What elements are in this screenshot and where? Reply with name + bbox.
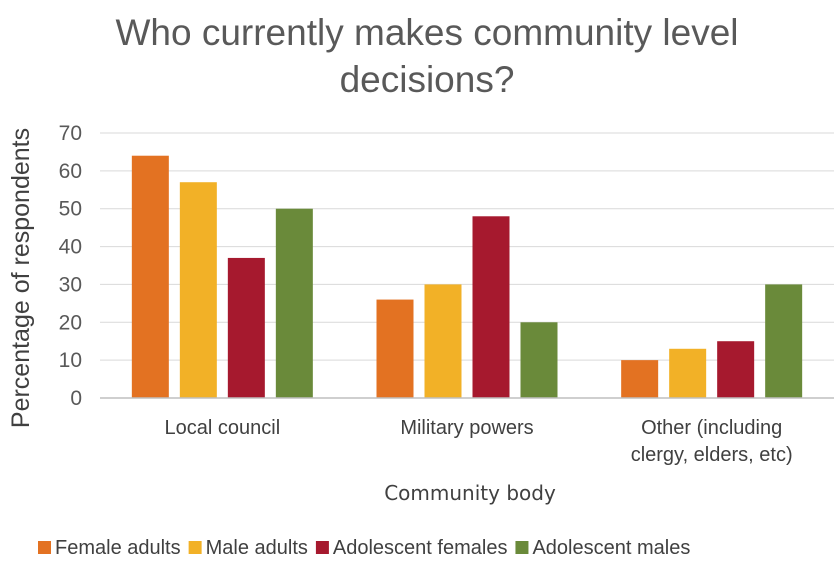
legend-swatch bbox=[315, 541, 329, 554]
y-tick-label: 50 bbox=[59, 198, 82, 221]
bar bbox=[376, 299, 414, 398]
legend-label: Adolescent males bbox=[532, 537, 690, 559]
chart-title: Who currently makes community level deci… bbox=[115, 12, 738, 100]
legend: Female adults Male adults Adolescent femal… bbox=[38, 537, 690, 559]
y-axis-label: Percentage of respondents bbox=[7, 128, 35, 428]
legend-label: Female adults bbox=[55, 537, 181, 559]
bar bbox=[131, 155, 169, 398]
x-category-label: Military powers bbox=[400, 417, 533, 439]
legend-label: Adolescent females bbox=[333, 537, 508, 559]
bar bbox=[179, 182, 217, 398]
bar bbox=[520, 322, 558, 398]
y-axis-ticks: 0 10 20 30 40 50 60 70 bbox=[59, 122, 82, 410]
legend-label: Male adults bbox=[206, 537, 308, 559]
legend-swatch bbox=[188, 541, 202, 554]
legend-swatch bbox=[515, 541, 529, 554]
y-tick-label: 70 bbox=[59, 122, 82, 145]
y-tick-label: 60 bbox=[59, 160, 82, 183]
bar bbox=[227, 257, 265, 398]
x-category-label: Local council bbox=[165, 417, 281, 439]
gridlines bbox=[100, 132, 834, 361]
bar bbox=[669, 348, 707, 398]
bar bbox=[472, 216, 510, 398]
y-tick-label: 10 bbox=[59, 349, 82, 372]
y-tick-label: 40 bbox=[59, 236, 82, 259]
x-axis-label: Community body bbox=[384, 481, 556, 505]
legend-swatch bbox=[38, 541, 51, 554]
y-tick-label: 0 bbox=[70, 387, 82, 410]
bars bbox=[131, 155, 803, 398]
chart-title-line-2: decisions? bbox=[340, 59, 515, 100]
bar bbox=[765, 284, 803, 398]
bar bbox=[717, 341, 755, 398]
y-tick-label: 30 bbox=[59, 273, 82, 296]
y-tick-label: 20 bbox=[59, 311, 82, 334]
x-category-label: Other (including clergy, elders, etc) bbox=[631, 417, 793, 466]
chart-title-line-1: Who currently makes community level bbox=[115, 12, 738, 53]
bar bbox=[621, 360, 659, 398]
x-axis-categories: Local council Military powers Other (inclu… bbox=[165, 417, 793, 466]
bar bbox=[275, 208, 313, 398]
bar bbox=[424, 284, 462, 398]
